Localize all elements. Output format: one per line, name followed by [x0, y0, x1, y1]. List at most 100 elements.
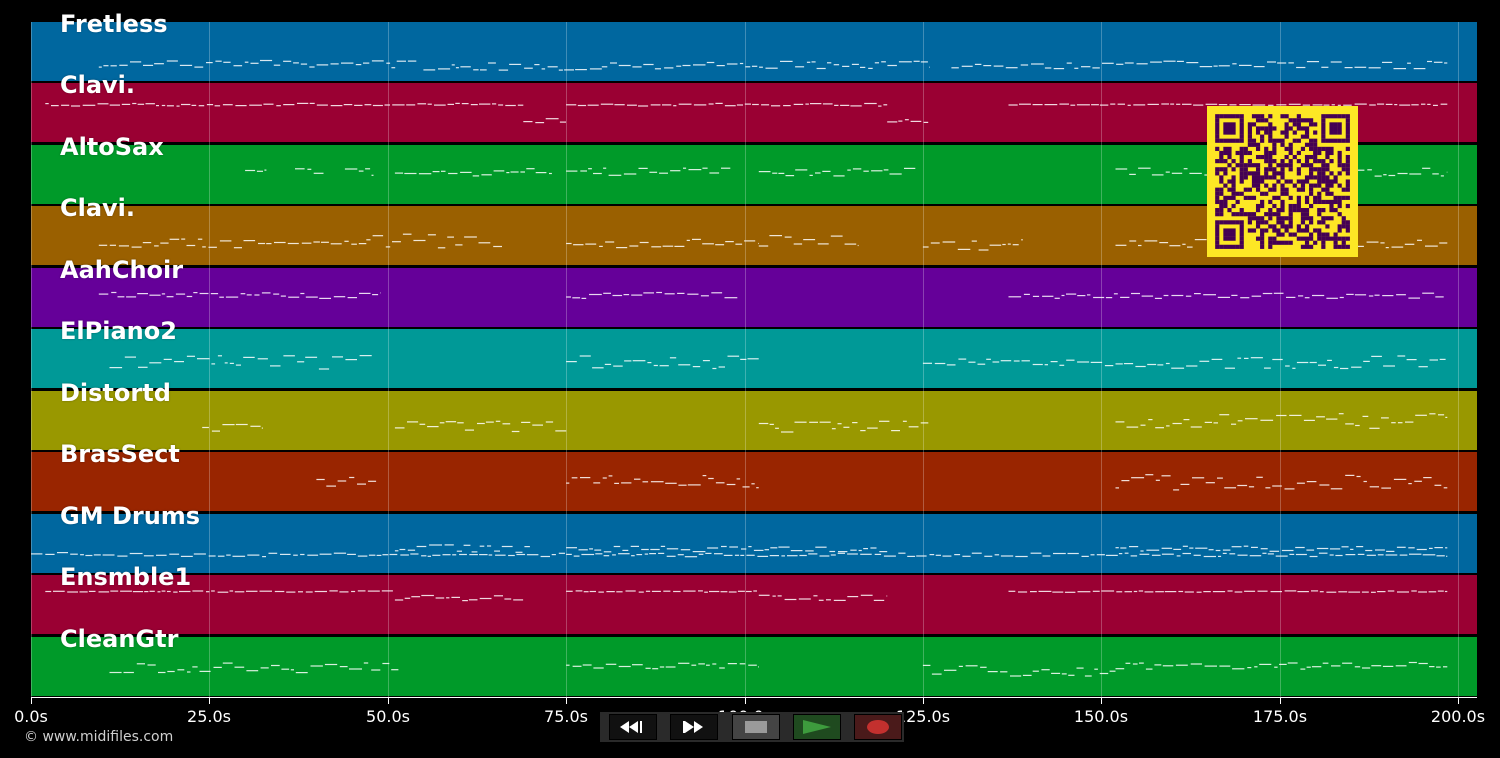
axis-tick — [923, 698, 924, 704]
play-button[interactable] — [793, 714, 841, 740]
track-name: Distortd — [60, 378, 171, 407]
track-name: Ensmble1 — [60, 563, 192, 592]
gridline — [1101, 22, 1102, 698]
note-segment — [423, 62, 602, 71]
note-segment — [951, 60, 1448, 70]
note-segment — [758, 594, 888, 601]
note-segment — [566, 475, 759, 489]
axis-tick-label: 175.0s — [1252, 707, 1308, 726]
note-segment — [1115, 661, 1448, 670]
stop-icon — [745, 721, 767, 733]
note-segment — [394, 420, 567, 433]
note-segment — [566, 590, 757, 593]
record-button[interactable] — [854, 714, 902, 740]
note-segment — [922, 239, 1023, 251]
note-segment — [566, 167, 731, 176]
axis-tick-label: 25.0s — [187, 707, 231, 726]
track-name: Fretless — [60, 10, 168, 38]
gridline — [209, 22, 210, 698]
track-lane — [31, 575, 1477, 635]
axis-tick — [1280, 698, 1281, 704]
rewind-button[interactable] — [609, 714, 657, 740]
axis-tick — [31, 698, 32, 704]
track-name: ElPiano2 — [60, 317, 177, 346]
note-segment — [601, 60, 930, 70]
note-segment — [245, 169, 267, 172]
note-segment — [922, 664, 1116, 677]
axis-tick-label: 0.0s — [14, 707, 48, 726]
note-segment — [523, 118, 566, 124]
gridline — [1458, 22, 1459, 698]
track-name: Clavi. — [60, 71, 136, 100]
play-icon — [803, 720, 831, 734]
track-lane — [31, 390, 1477, 450]
track-lane — [31, 513, 1477, 573]
axis-tick — [1101, 698, 1102, 704]
track-lane — [31, 452, 1477, 512]
axis-tick-label: 150.0s — [1073, 707, 1129, 726]
track-name: BrasSect — [60, 440, 180, 469]
note-segment — [344, 168, 374, 176]
note-segment — [887, 119, 929, 123]
track-name: AahChoir — [60, 255, 184, 284]
note-segment — [394, 594, 524, 602]
track-lane — [31, 267, 1477, 327]
note-segment — [1115, 545, 1448, 552]
note-segment — [758, 235, 859, 247]
note-segment — [758, 167, 916, 177]
record-icon — [867, 720, 889, 734]
note-segment — [1008, 103, 1448, 106]
transport-controls — [600, 712, 904, 742]
note-segment — [922, 358, 1114, 367]
note-segment — [202, 423, 263, 432]
axis-tick — [745, 698, 746, 704]
time-axis-line — [31, 697, 1477, 698]
note-segment — [1115, 474, 1448, 491]
note-segment — [566, 102, 888, 107]
track-name: CleanGtr — [60, 624, 179, 653]
note-segment — [566, 545, 888, 553]
note-segment — [1008, 590, 1448, 593]
gridline — [923, 22, 924, 698]
fast-forward-icon — [683, 721, 703, 733]
note-segment — [45, 590, 393, 593]
note-segment — [1115, 355, 1446, 370]
note-segment — [295, 168, 324, 174]
note-segment — [316, 476, 377, 487]
note-segment — [31, 552, 68, 555]
axis-tick-label: 125.0s — [895, 707, 951, 726]
note-segment — [45, 102, 524, 107]
axis-tick-label: 200.0s — [1430, 707, 1486, 726]
rewind-icon — [620, 721, 642, 733]
note-segment — [566, 291, 738, 299]
axis-tick — [1458, 698, 1459, 704]
gridline — [388, 22, 389, 698]
track-lane — [31, 22, 1477, 81]
note-segment — [566, 355, 759, 370]
note-segment — [758, 420, 929, 433]
note-segment — [1008, 292, 1444, 299]
gridline — [566, 22, 567, 698]
note-segment — [70, 552, 1448, 558]
note-segment — [98, 59, 417, 69]
note-segment — [366, 233, 502, 249]
gridline — [31, 22, 32, 698]
axis-tick-label: 75.0s — [544, 707, 588, 726]
stop-button[interactable] — [732, 714, 780, 740]
note-segment — [1115, 413, 1448, 429]
qr-code — [1207, 106, 1358, 257]
track-name: AltoSax — [60, 132, 164, 161]
note-segment — [202, 240, 367, 249]
note-segment — [109, 355, 372, 370]
track-name: Clavi. — [60, 194, 136, 223]
note-segment — [566, 238, 759, 249]
fast-forward-button[interactable] — [670, 714, 718, 740]
note-segment — [566, 662, 759, 670]
note-segment — [98, 291, 381, 299]
note-segment — [98, 238, 203, 248]
track-name: GM Drums — [60, 501, 201, 530]
axis-tick — [209, 698, 210, 704]
note-segment — [109, 662, 399, 674]
axis-tick-label: 50.0s — [366, 707, 410, 726]
